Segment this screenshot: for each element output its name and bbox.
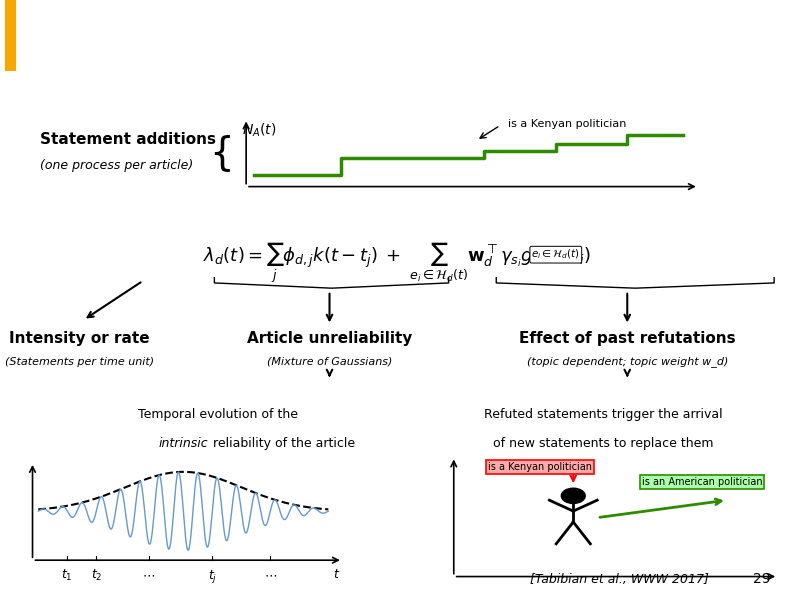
Text: [Tabibian et al., WWW 2017]: [Tabibian et al., WWW 2017]: [530, 572, 709, 585]
Text: {: {: [210, 133, 234, 171]
Text: (Mixture of Gaussians): (Mixture of Gaussians): [267, 357, 392, 367]
Text: intrinsic: intrinsic: [159, 437, 208, 450]
Text: of new statements to replace them: of new statements to replace them: [493, 437, 714, 450]
Text: (Statements per time unit): (Statements per time unit): [5, 357, 154, 367]
Text: $\cdots$: $\cdots$: [142, 568, 155, 581]
Text: Refuted statements trigger the arrival: Refuted statements trigger the arrival: [484, 408, 723, 421]
Text: Statement additions: Statement additions: [40, 132, 216, 147]
Text: Article unreliability: Article unreliability: [247, 331, 412, 346]
Circle shape: [561, 488, 585, 503]
Text: Intensity of statement additions: Intensity of statement additions: [24, 21, 580, 50]
Text: is an American politician: is an American politician: [642, 477, 762, 487]
Text: (topic dependent; topic weight w_d): (topic dependent; topic weight w_d): [526, 356, 728, 368]
Text: $\lambda_d(t) = \sum_j \phi_{d,j} k(t - t_j) \;+\; \sum_{e_i \in \mathcal{H}_d(t: $\lambda_d(t) = \sum_j \phi_{d,j} k(t - …: [203, 240, 591, 284]
Text: $N_A(t)$: $N_A(t)$: [242, 122, 276, 139]
Text: 29: 29: [753, 572, 770, 585]
Text: $\cdots$: $\cdots$: [264, 568, 277, 581]
Text: is a Kenyan politician: is a Kenyan politician: [508, 119, 626, 129]
Text: $e_i \in \mathcal{H}_d(t)$: $e_i \in \mathcal{H}_d(t)$: [531, 248, 580, 261]
Text: (one process per article): (one process per article): [40, 159, 193, 172]
Text: $t_1$: $t_1$: [61, 568, 73, 584]
Text: $t$: $t$: [333, 568, 341, 581]
Text: Intensity or rate: Intensity or rate: [9, 331, 150, 346]
Text: $t_2$: $t_2$: [91, 568, 102, 584]
Text: Effect of past refutations: Effect of past refutations: [519, 331, 735, 346]
Text: is a Kenyan politician: is a Kenyan politician: [488, 462, 592, 472]
Text: $t_j$: $t_j$: [208, 568, 217, 585]
Text: reliability of the article: reliability of the article: [209, 437, 355, 450]
Text: Temporal evolution of the: Temporal evolution of the: [138, 408, 299, 421]
